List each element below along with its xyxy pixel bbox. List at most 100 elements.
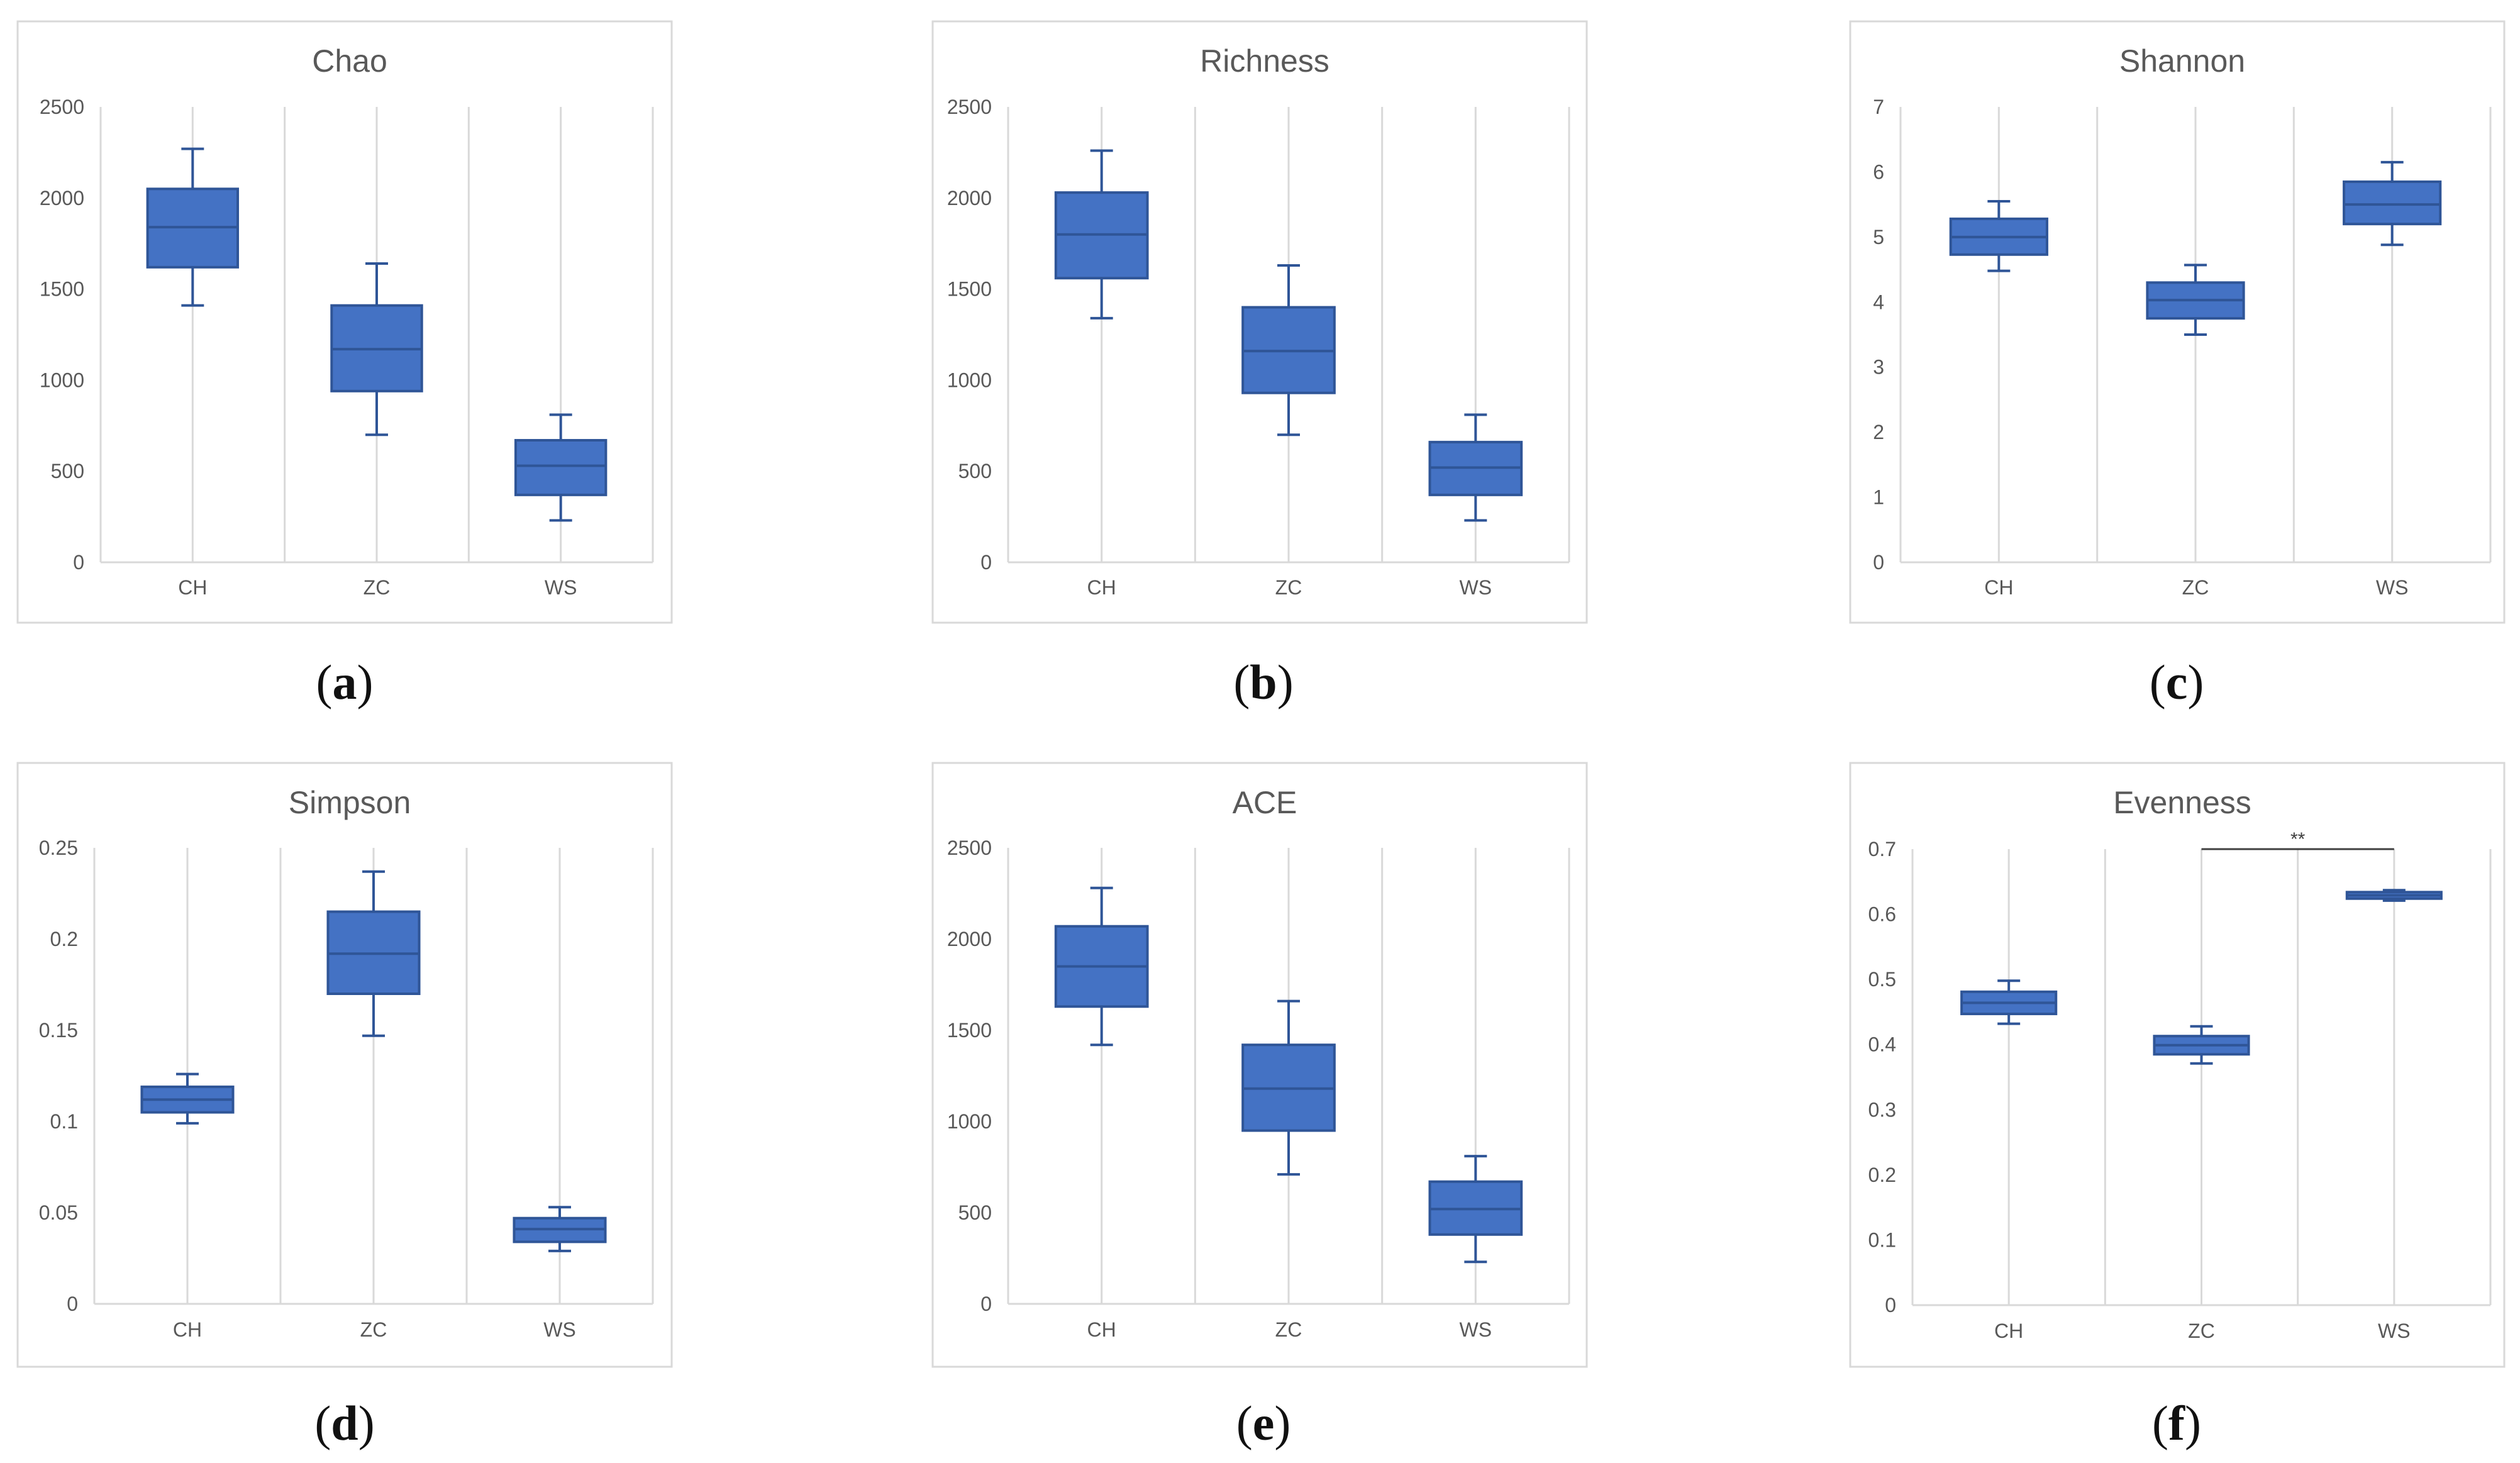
y-tick-label: 0.15 [39, 1019, 78, 1042]
y-tick-label: 2000 [947, 187, 992, 209]
y-tick-label: 0.1 [1868, 1228, 1896, 1251]
y-tick-label: 2000 [40, 187, 84, 209]
caption-d: (d) [314, 1396, 375, 1450]
box-zc [1241, 264, 1336, 437]
y-tick-label: 1 [1873, 486, 1884, 509]
box-zc [2153, 1025, 2250, 1065]
box-zc [1241, 999, 1336, 1176]
y-tick-label: 0.25 [39, 837, 78, 859]
x-tick-label: CH [178, 576, 207, 599]
x-tick-label: WS [545, 576, 577, 599]
y-tick-label: 0.5 [1868, 968, 1896, 991]
y-tick-label: 0 [67, 1293, 78, 1315]
y-tick-label: 5 [1873, 226, 1884, 248]
y-tick-label: 0.4 [1868, 1033, 1896, 1056]
x-tick-label: ZC [2188, 1320, 2215, 1342]
y-tick-label: 0 [980, 1293, 992, 1315]
x-tick-label: CH [1087, 1318, 1116, 1341]
caption-e: (e) [1236, 1396, 1291, 1450]
y-tick-label: 500 [958, 1201, 992, 1224]
caption-c: (c) [2149, 655, 2204, 709]
y-tick-label: 2500 [947, 96, 992, 118]
box-zc [330, 262, 423, 437]
x-tick-label: CH [173, 1318, 202, 1341]
y-tick-label: 2500 [40, 96, 84, 118]
chart-frame [16, 762, 673, 1368]
y-tick-label: 3 [1873, 356, 1884, 379]
y-tick-label: 1500 [947, 278, 992, 301]
y-tick-label: 0.1 [50, 1110, 78, 1133]
y-tick-label: 1000 [947, 1110, 992, 1133]
box-zc [2146, 264, 2245, 336]
chart-panel-a: Chao 0 500 1000 1500 2000 2500 CH ZC WS [16, 20, 673, 624]
box-ch [1960, 979, 2058, 1025]
x-tick-label: ZC [1275, 576, 1302, 599]
box-ch [1054, 886, 1149, 1047]
box-iqr [2343, 180, 2442, 226]
y-tick-label: 0.6 [1868, 903, 1896, 926]
y-tick-label: 2500 [947, 837, 992, 859]
chart-panel-e: ACE 0 500 1000 1500 2000 2500 CH ZC WS [931, 762, 1588, 1368]
box-ws [1428, 1155, 1523, 1264]
y-tick-label: 0 [1885, 1294, 1896, 1316]
y-tick-label: 500 [51, 460, 84, 482]
y-tick-label: 6 [1873, 160, 1884, 183]
box-ws [1428, 413, 1523, 522]
box-ch [1949, 199, 2048, 272]
y-tick-label: 0.2 [1868, 1164, 1896, 1186]
y-tick-label: 0.2 [50, 928, 78, 950]
box-ch [140, 1072, 235, 1125]
chart-title: Chao [312, 43, 387, 79]
x-tick-label: CH [1087, 576, 1116, 599]
chart-panel-d: Simpson 0 0.05 0.1 0.15 0.2 0.25 CH ZC WS [16, 762, 673, 1368]
y-tick-label: 0 [1873, 551, 1884, 574]
box-ch [1054, 149, 1149, 320]
caption-f: (f) [2152, 1396, 2201, 1450]
chart-title: Evenness [2113, 785, 2251, 820]
caption-a: (a) [316, 655, 374, 709]
chart-panel-c: Shannon 0 1 2 3 4 5 6 7 CH ZC WS [1849, 20, 2506, 624]
chart-title: Shannon [2119, 43, 2245, 79]
y-tick-label: 0 [73, 551, 84, 574]
chart-title: ACE [1233, 785, 1297, 820]
chart-frame [1849, 762, 2506, 1368]
x-tick-label: WS [543, 1318, 576, 1341]
box-iqr [514, 438, 608, 496]
y-tick-label: 7 [1873, 96, 1884, 118]
y-tick-label: 1000 [947, 369, 992, 391]
y-tick-label: 0.7 [1868, 838, 1896, 860]
y-tick-label: 0.3 [1868, 1098, 1896, 1121]
box-ws [2345, 889, 2443, 902]
significance-label: ** [2290, 829, 2306, 850]
x-tick-label: WS [2376, 576, 2409, 599]
x-tick-label: CH [1994, 1320, 2023, 1342]
y-tick-label: 0 [980, 551, 992, 574]
caption-b: (b) [1233, 655, 1294, 709]
x-tick-label: ZC [364, 576, 391, 599]
y-tick-label: 1500 [947, 1019, 992, 1042]
box-zc [326, 870, 421, 1037]
x-tick-label: ZC [1275, 1318, 1302, 1341]
y-tick-label: 2 [1873, 421, 1884, 443]
x-tick-label: ZC [2182, 576, 2209, 599]
chart-panel-b: Richness 0 500 1000 1500 2000 2500 CH ZC WS [931, 20, 1588, 624]
x-tick-label: CH [1984, 576, 2013, 599]
y-tick-label: 1500 [40, 278, 84, 301]
x-tick-label: WS [2378, 1320, 2411, 1342]
box-ws [514, 413, 608, 522]
chart-title: Simpson [289, 785, 411, 820]
chart-panel-f: Evenness 0 0.1 0.2 0.3 0.4 0.5 0.6 0.7 CH ZC WS ** [1849, 762, 2506, 1368]
box-ws [513, 1206, 607, 1252]
y-tick-label: 2000 [947, 928, 992, 950]
x-tick-label: ZC [360, 1318, 387, 1341]
y-tick-label: 500 [958, 460, 992, 482]
box-ws [2343, 160, 2442, 247]
box-ch [146, 147, 240, 307]
chart-frame [1849, 20, 2506, 624]
x-tick-label: WS [1460, 1318, 1492, 1341]
chart-title: Richness [1200, 43, 1329, 79]
y-tick-label: 4 [1873, 291, 1884, 313]
y-tick-label: 0.05 [39, 1201, 78, 1224]
x-tick-label: WS [1460, 576, 1492, 599]
